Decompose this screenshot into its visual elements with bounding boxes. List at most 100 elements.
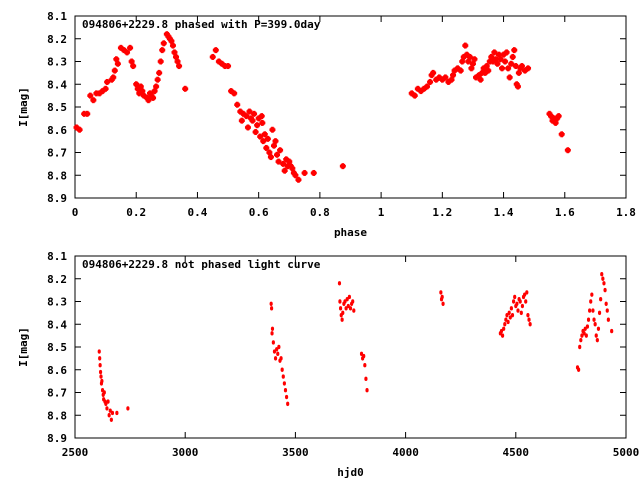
data-point — [104, 401, 108, 407]
data-point — [440, 294, 444, 300]
data-point-core — [94, 91, 99, 96]
data-point — [525, 65, 532, 72]
data-point — [284, 163, 291, 170]
data-point-core — [104, 79, 110, 85]
x-tick-label: 0.4 — [188, 206, 208, 219]
data-point — [364, 376, 368, 382]
data-point — [310, 169, 317, 176]
data-point-core — [85, 111, 90, 117]
data-point — [492, 56, 499, 63]
x-tick-label: 1.8 — [616, 206, 636, 219]
y-tick-label: 8.4 — [47, 78, 67, 91]
y-axis-label: I[mag] — [17, 87, 30, 127]
data-point — [459, 58, 466, 65]
data-point — [286, 401, 290, 407]
data-point-core — [467, 54, 473, 60]
x-tick-label: 1.6 — [555, 206, 575, 219]
data-point — [589, 299, 593, 304]
x-tick-label: 0 — [72, 206, 79, 219]
data-point — [555, 113, 562, 120]
data-point-core — [97, 91, 102, 96]
data-point-core — [476, 72, 482, 78]
data-point-core — [270, 127, 275, 132]
data-point-core — [149, 93, 154, 98]
data-point-core — [510, 54, 515, 60]
data-point-core — [135, 86, 140, 91]
data-point-core — [160, 47, 165, 53]
data-point — [174, 58, 181, 65]
data-point-core — [486, 68, 491, 73]
data-point-core — [111, 75, 116, 80]
data-point-core — [256, 116, 261, 121]
data-point-core — [499, 66, 505, 71]
data-point — [511, 47, 518, 54]
data-point-core — [183, 86, 188, 91]
data-point — [341, 310, 345, 316]
data-point-core — [498, 57, 503, 62]
data-point — [289, 165, 296, 172]
data-point — [292, 172, 299, 179]
data-point — [495, 51, 502, 58]
data-point — [254, 122, 261, 129]
data-point — [110, 410, 115, 416]
data-point — [277, 344, 281, 350]
data-point-core — [250, 118, 255, 123]
y-tick-label: 8.5 — [47, 341, 67, 354]
data-point — [513, 294, 517, 300]
data-point-core — [175, 59, 180, 64]
y-tick-label: 8.7 — [47, 387, 67, 400]
data-point — [486, 58, 493, 65]
data-point — [168, 38, 175, 45]
y-tick-label: 8.9 — [47, 192, 67, 205]
y-tick-label: 8.6 — [47, 364, 67, 377]
data-point — [344, 306, 348, 311]
data-point-core — [147, 91, 153, 96]
data-point-core — [469, 66, 474, 71]
data-point — [340, 317, 344, 322]
data-point-core — [257, 134, 263, 139]
x-tick-label: 3000 — [172, 446, 199, 459]
data-point — [599, 297, 603, 302]
data-point-core — [458, 68, 463, 73]
data-point-core — [424, 84, 430, 89]
data-point-core — [489, 54, 494, 60]
y-tick-label: 8.8 — [47, 169, 67, 182]
data-point — [182, 85, 189, 92]
data-point — [270, 326, 275, 331]
data-point — [503, 49, 510, 56]
data-point — [605, 308, 609, 313]
data-point — [166, 35, 173, 42]
x-axis-label: hjd0 — [337, 466, 364, 479]
data-point — [466, 53, 473, 60]
data-point-core — [484, 63, 489, 69]
data-point — [502, 326, 506, 331]
data-point-core — [421, 86, 427, 91]
data-point-core — [515, 84, 521, 89]
data-point-core — [176, 63, 182, 69]
x-tick-label: 4500 — [503, 446, 530, 459]
data-point — [592, 317, 596, 322]
data-point-core — [164, 32, 170, 37]
data-point-core — [91, 97, 96, 103]
data-point — [160, 40, 167, 47]
data-point — [124, 49, 131, 56]
data-point — [508, 60, 515, 67]
y-tick-label: 8.9 — [47, 432, 67, 445]
data-point — [240, 110, 247, 117]
data-point — [145, 97, 152, 104]
y-tick-label: 8.3 — [47, 56, 67, 69]
data-point-core — [502, 59, 508, 64]
data-point — [473, 74, 480, 81]
data-point — [111, 67, 118, 74]
data-point-core — [550, 118, 555, 123]
data-point — [165, 33, 172, 40]
data-point — [564, 147, 571, 154]
data-point — [243, 113, 250, 120]
data-point — [505, 312, 509, 318]
data-point-core — [127, 45, 133, 51]
data-point-core — [412, 93, 417, 98]
data-point — [482, 69, 489, 76]
y-tick-label: 8.2 — [47, 33, 67, 46]
data-point — [488, 53, 495, 60]
